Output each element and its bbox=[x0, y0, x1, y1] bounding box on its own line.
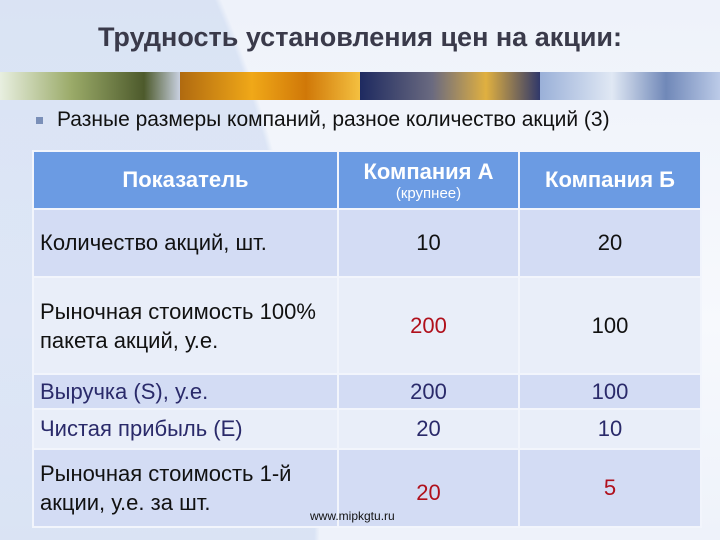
cell-a: 20 bbox=[337, 408, 520, 450]
banner-image bbox=[0, 72, 720, 100]
comparison-table: Показатель Компания А (крупнее) Компания … bbox=[32, 150, 702, 528]
cell-label: Рыночная стоимость 1-й акции, у.е. за шт… bbox=[32, 448, 339, 528]
bullet-text: Разные размеры компаний, разное количест… bbox=[57, 108, 610, 131]
header-company-a: Компания А (крупнее) bbox=[337, 150, 520, 210]
table-row: Чистая прибыль (Е) 20 10 bbox=[32, 408, 702, 450]
table-row: Рыночная стоимость 1-й акции, у.е. за шт… bbox=[32, 448, 702, 528]
cell-b: 10 bbox=[518, 408, 702, 450]
cell-label: Чистая прибыль (Е) bbox=[32, 408, 339, 450]
bullet-point: Разные размеры компаний, разное количест… bbox=[36, 108, 710, 132]
cell-a: 200 bbox=[337, 373, 520, 410]
header-company-a-label: Компания А bbox=[363, 158, 494, 184]
cell-b: 20 bbox=[518, 208, 702, 278]
table-row: Выручка (S), у.е. 200 100 bbox=[32, 373, 702, 410]
header-note: (крупнее) bbox=[395, 184, 462, 202]
cell-label: Рыночная стоимость 100% пакета акций, у.… bbox=[32, 276, 339, 375]
header-company-b: Компания Б bbox=[518, 150, 702, 210]
cell-label: Выручка (S), у.е. bbox=[32, 373, 339, 410]
table-row: Рыночная стоимость 100% пакета акций, у.… bbox=[32, 276, 702, 375]
table-header: Показатель Компания А (крупнее) Компания … bbox=[32, 150, 702, 210]
footer-url: www.mipkgtu.ru bbox=[310, 509, 395, 523]
cell-b: 5 bbox=[518, 448, 702, 528]
cell-a: 20 bbox=[337, 448, 520, 528]
cell-b: 100 bbox=[518, 373, 702, 410]
header-indicator: Показатель bbox=[32, 150, 339, 210]
cell-b: 100 bbox=[518, 276, 702, 375]
cell-a: 10 bbox=[337, 208, 520, 278]
bullet-icon bbox=[36, 116, 43, 124]
cell-a: 200 bbox=[337, 276, 520, 375]
cell-label: Количество акций, шт. bbox=[32, 208, 339, 278]
table-row: Количество акций, шт. 10 20 bbox=[32, 208, 702, 278]
slide-title: Трудность установления цен на акции: bbox=[97, 22, 623, 52]
